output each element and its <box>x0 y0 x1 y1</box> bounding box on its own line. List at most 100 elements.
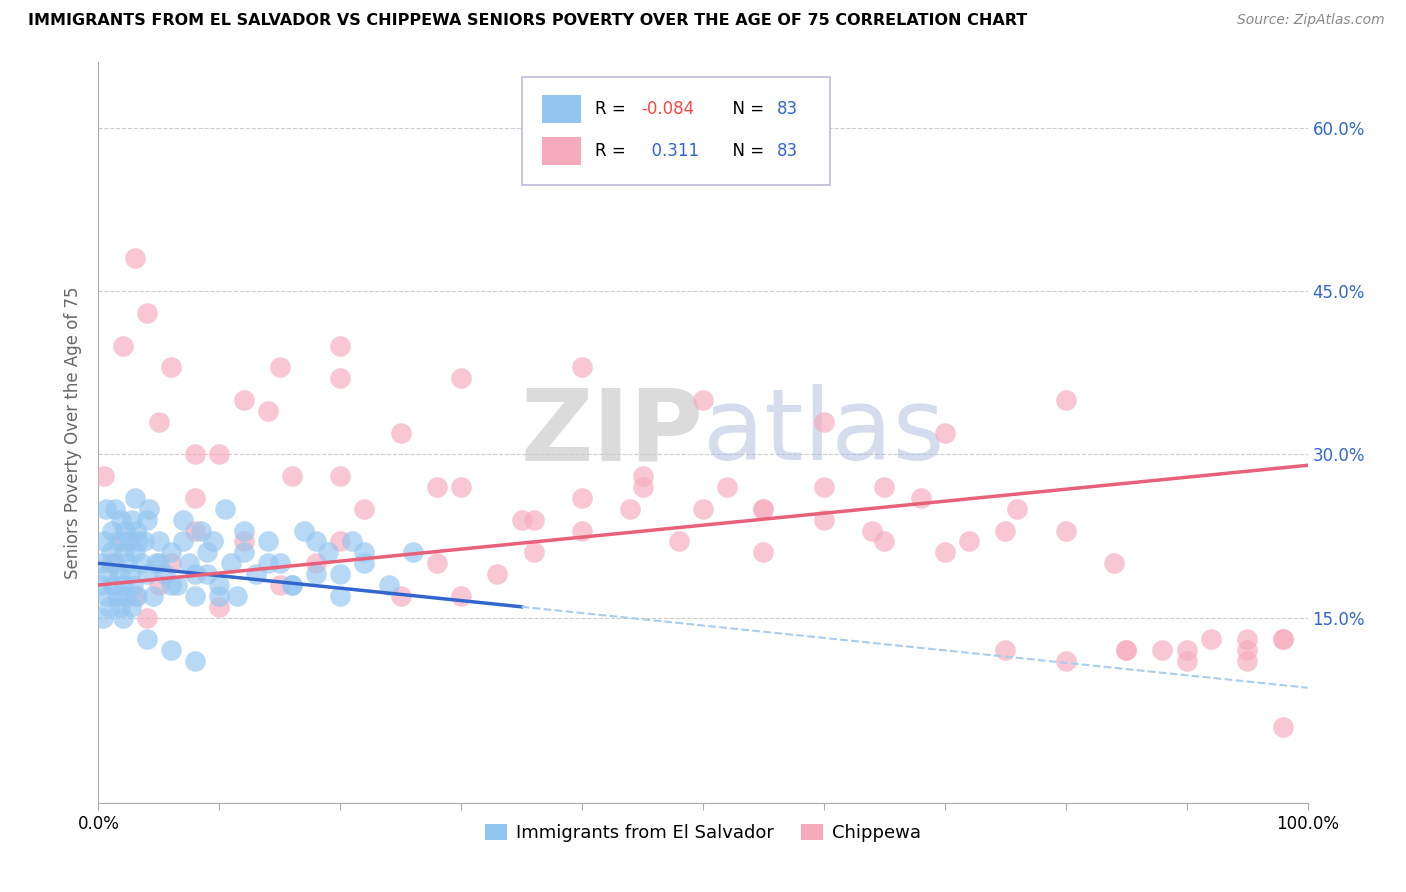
Point <box>91 610 114 624</box>
Point <box>752 501 775 516</box>
Point <box>910 491 932 505</box>
Point <box>329 371 352 385</box>
Point <box>121 513 143 527</box>
Point <box>160 545 183 559</box>
Point <box>112 545 135 559</box>
Point <box>377 578 399 592</box>
Point <box>160 643 183 657</box>
Point <box>1115 643 1137 657</box>
Point <box>202 534 225 549</box>
Point <box>994 643 1017 657</box>
Point <box>172 513 194 527</box>
Point <box>184 654 207 668</box>
Text: R =: R = <box>595 143 631 161</box>
Text: Source: ZipAtlas.com: Source: ZipAtlas.com <box>1237 13 1385 28</box>
Point <box>305 567 328 582</box>
Text: ZIP: ZIP <box>520 384 703 481</box>
Point <box>1236 654 1258 668</box>
Point <box>269 578 291 592</box>
Point <box>232 524 254 538</box>
Point <box>160 360 183 375</box>
Point <box>450 589 472 603</box>
Point <box>148 534 170 549</box>
Text: -0.084: -0.084 <box>641 100 695 118</box>
Point <box>97 567 120 582</box>
Point <box>190 524 212 538</box>
Point <box>111 610 134 624</box>
Point <box>523 513 546 527</box>
Point <box>813 513 835 527</box>
Point <box>292 524 315 538</box>
Point <box>100 524 122 538</box>
Point <box>96 589 118 603</box>
Point <box>631 469 654 483</box>
Point <box>135 306 157 320</box>
Point <box>281 578 304 592</box>
Point <box>571 360 593 375</box>
Point <box>389 425 412 440</box>
Point <box>450 480 472 494</box>
Point <box>281 469 304 483</box>
Point <box>108 599 131 614</box>
Point <box>145 556 167 570</box>
Point <box>208 589 231 603</box>
Point <box>353 556 375 570</box>
Point <box>934 545 956 559</box>
Point <box>90 578 112 592</box>
Point <box>122 578 145 592</box>
Point <box>103 556 125 570</box>
Point <box>353 501 375 516</box>
Point <box>1054 654 1077 668</box>
Point <box>813 480 835 494</box>
Point <box>148 556 170 570</box>
Point <box>184 589 207 603</box>
Text: 83: 83 <box>776 143 797 161</box>
Point <box>108 567 131 582</box>
Point <box>208 578 231 592</box>
Point <box>226 589 249 603</box>
Point <box>305 556 328 570</box>
Point <box>232 392 254 407</box>
Point <box>402 545 425 559</box>
Point <box>101 578 124 592</box>
Point <box>214 501 236 516</box>
Point <box>127 534 149 549</box>
Point <box>124 589 146 603</box>
Point <box>329 567 352 582</box>
Point <box>269 360 291 375</box>
Point <box>752 545 775 559</box>
Point <box>138 501 160 516</box>
Point <box>160 578 183 592</box>
Point <box>115 589 138 603</box>
Point <box>117 556 139 570</box>
Point <box>179 556 201 570</box>
Point <box>111 338 134 352</box>
Y-axis label: Seniors Poverty Over the Age of 75: Seniors Poverty Over the Age of 75 <box>65 286 83 579</box>
Point <box>195 567 218 582</box>
FancyBboxPatch shape <box>543 95 581 123</box>
Point <box>256 534 278 549</box>
Point <box>426 556 449 570</box>
Point <box>426 480 449 494</box>
Point <box>571 524 593 538</box>
Point <box>1175 643 1198 657</box>
Point <box>208 447 231 461</box>
Point <box>329 469 352 483</box>
Point <box>104 501 127 516</box>
Point <box>124 545 146 559</box>
Point <box>105 589 128 603</box>
Text: N =: N = <box>723 143 769 161</box>
Point <box>486 567 509 582</box>
Point <box>1102 556 1125 570</box>
Point <box>269 556 291 570</box>
Point <box>142 589 165 603</box>
Point <box>1054 524 1077 538</box>
Text: atlas: atlas <box>703 384 945 481</box>
Point <box>160 556 183 570</box>
Point <box>281 578 304 592</box>
Point <box>1272 632 1295 647</box>
Point <box>1199 632 1222 647</box>
Point <box>127 589 149 603</box>
Point <box>316 545 339 559</box>
Point <box>100 545 122 559</box>
